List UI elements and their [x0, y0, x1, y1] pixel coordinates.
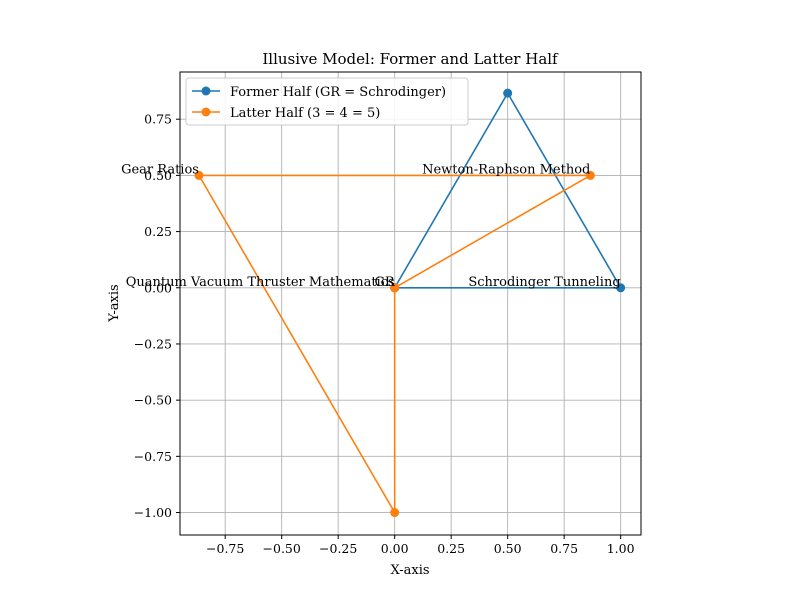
legend-label-latter: Latter Half (3 = 4 = 5) [230, 106, 380, 121]
data-point-latter [585, 170, 595, 180]
series-latter [194, 170, 595, 518]
legend-box [185, 77, 469, 126]
annotation-label: Quantum Vacuum Thruster Mathematics [126, 275, 395, 290]
x-tick-label: −0.50 [263, 541, 301, 556]
x-axis-label: X-axis [390, 563, 429, 578]
chart-title: Illusive Model: Former and Latter Half [262, 50, 559, 68]
x-tick-label: 0.50 [494, 541, 522, 556]
legend-marker-former [201, 86, 211, 96]
x-axis-ticks: −0.75 −0.50 −0.25 0.00 0.25 0.50 0.75 1.00 [206, 535, 635, 556]
x-tick-label: 0.25 [437, 541, 465, 556]
annotation-label: Newton-Raphson Method [422, 162, 590, 177]
plot-frame [179, 71, 642, 536]
x-tick-label: 0.75 [550, 541, 578, 556]
legend-label-former: Former Half (GR = Schrodinger) [230, 85, 446, 100]
y-tick-label: 0.75 [144, 112, 172, 127]
y-axis-label: Y-axis [107, 284, 122, 322]
y-tick-label: −0.75 [134, 449, 172, 464]
y-tick-label: 0.50 [144, 168, 172, 183]
x-tick-label: 1.00 [607, 541, 635, 556]
y-tick-label: 0.00 [144, 280, 172, 295]
y-tick-label: −0.25 [134, 336, 172, 351]
annotation-label: GR [374, 275, 395, 290]
legend: Former Half (GR = Schrodinger) Latter Ha… [185, 77, 469, 126]
legend-marker-latter [201, 107, 211, 117]
data-point-former [503, 88, 513, 98]
data-point-latter [390, 283, 400, 293]
x-tick-label: −0.25 [319, 541, 357, 556]
y-tick-label: −0.50 [134, 393, 172, 408]
grid-layer [180, 72, 641, 535]
y-tick-label: 0.25 [144, 224, 172, 239]
y-tick-label: −1.00 [134, 505, 172, 520]
series-layer [194, 88, 626, 518]
annotation-layer: GR Schrodinger Tunneling Newton-Raphson Me… [121, 162, 621, 289]
y-axis-ticks: 0.75 0.50 0.25 0.00 −0.25 −0.50 −0.75 −1.00 [134, 112, 180, 520]
data-point-latter [390, 508, 400, 518]
x-tick-label: −0.75 [206, 541, 244, 556]
annotation-label: Schrodinger Tunneling [468, 275, 620, 290]
data-point-latter [194, 170, 204, 180]
x-tick-label: 0.00 [381, 541, 409, 556]
data-point-former [616, 283, 626, 293]
